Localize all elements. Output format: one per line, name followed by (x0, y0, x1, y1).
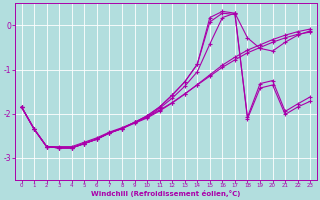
X-axis label: Windchill (Refroidissement éolien,°C): Windchill (Refroidissement éolien,°C) (91, 190, 241, 197)
